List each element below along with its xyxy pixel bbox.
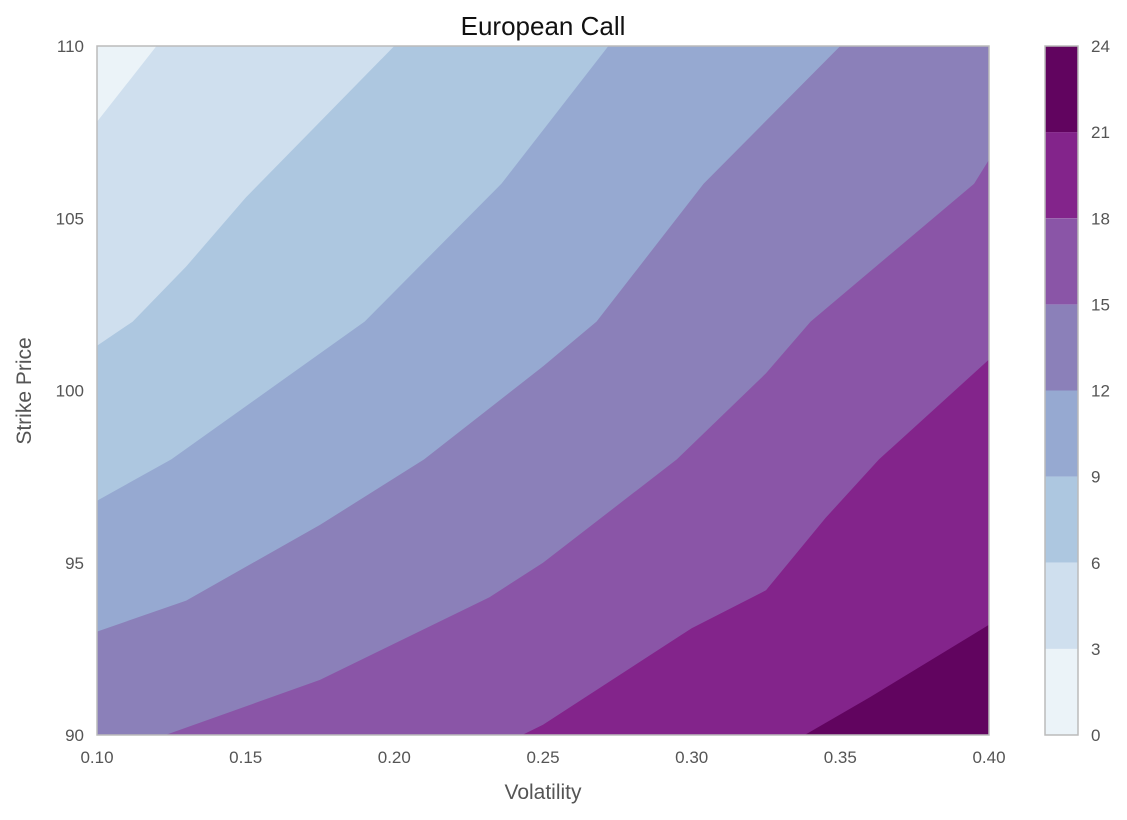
colorbar-tick-label: 3 <box>1091 640 1100 659</box>
colorbar-segment <box>1045 132 1078 219</box>
x-tick-label: 0.10 <box>80 748 113 767</box>
x-tick-label: 0.15 <box>229 748 262 767</box>
colorbar-segment <box>1045 648 1078 735</box>
chart-title: European Call <box>461 11 626 41</box>
plot-frame <box>96 45 990 736</box>
y-tick-label: 105 <box>56 209 84 228</box>
contour-band-6 <box>522 359 989 735</box>
colorbar-tick-label: 24 <box>1091 37 1110 56</box>
x-tick-label: 0.30 <box>675 748 708 767</box>
colorbar-segment <box>1045 304 1078 391</box>
colorbar-tick-label: 9 <box>1091 468 1100 487</box>
colorbar-tick-label: 21 <box>1091 123 1110 142</box>
colorbar-tick-label: 12 <box>1091 382 1110 401</box>
x-tick-label: 0.20 <box>378 748 411 767</box>
colorbar-tick-label: 15 <box>1091 295 1110 314</box>
colorbar-segment <box>1045 390 1078 477</box>
colorbar <box>1045 46 1078 735</box>
y-axis-label: Strike Price <box>13 337 36 444</box>
y-axis-ticks: 90 95 100 105 110 <box>56 37 84 745</box>
y-tick-label: 90 <box>65 726 84 745</box>
y-tick-label: 95 <box>65 554 84 573</box>
colorbar-tick-label: 0 <box>1091 726 1100 745</box>
colorbar-ticks: 0 3 6 9 12 15 18 21 24 <box>1091 37 1110 745</box>
colorbar-tick-label: 6 <box>1091 554 1100 573</box>
x-axis-label: Volatility <box>504 781 582 804</box>
colorbar-segment <box>1045 476 1078 563</box>
colorbar-tick-label: 18 <box>1091 209 1110 228</box>
y-tick-label: 100 <box>56 382 84 401</box>
x-tick-label: 0.35 <box>824 748 857 767</box>
colorbar-frame <box>1044 45 1079 736</box>
y-tick-label: 110 <box>57 37 84 56</box>
x-axis-ticks: 0.10 0.15 0.20 0.25 0.30 0.35 0.40 <box>80 748 1005 767</box>
x-tick-label: 0.40 <box>972 748 1005 767</box>
contour-band-7 <box>804 624 989 735</box>
x-tick-label: 0.25 <box>526 748 559 767</box>
colorbar-segment <box>1045 218 1078 305</box>
colorbar-segment <box>1045 46 1078 133</box>
colorbar-segment <box>1045 562 1078 649</box>
